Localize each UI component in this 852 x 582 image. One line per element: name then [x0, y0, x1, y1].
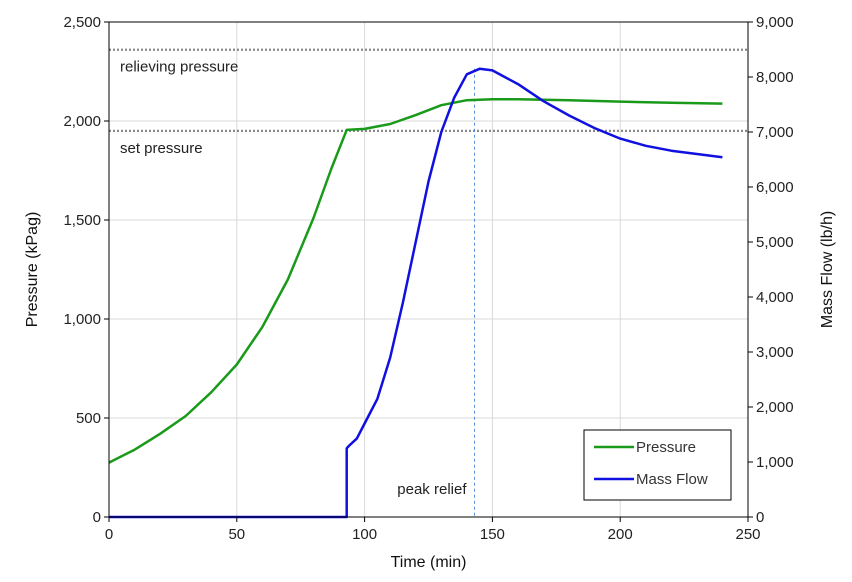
- y-tick-label: 500: [76, 410, 101, 427]
- gridlines: [109, 22, 748, 517]
- y2-tick-label: 9,000: [756, 14, 794, 31]
- y2-tick-label: 7,000: [756, 124, 794, 141]
- x-tick-label: 50: [228, 526, 245, 543]
- y2-tick-label: 6,000: [756, 179, 794, 196]
- series-line-mass-flow: [109, 67, 723, 519]
- reference-lines: [109, 48, 748, 517]
- series-lines: [108, 67, 723, 519]
- y2-tick-label: 0: [756, 509, 764, 526]
- y-tick-label: 1,000: [63, 311, 101, 328]
- x-tick-label: 0: [105, 526, 113, 543]
- peak-relief-label: peak relief: [397, 481, 467, 498]
- relieving-pressure-label: relieving pressure: [120, 59, 238, 76]
- series-line-pressure: [108, 97, 723, 464]
- x-axis-title: Time (min): [391, 554, 467, 571]
- tick-labels: 0 50 100 150 200 25005001,0001,5002,0002,5000…: [63, 14, 793, 543]
- y2-axis-title: Mass Flow (lb/h): [819, 211, 836, 328]
- axes: [104, 21, 753, 522]
- y2-tick-label: 5,000: [756, 234, 794, 251]
- y-tick-label: 1,500: [63, 212, 101, 229]
- y2-tick-label: 1,000: [756, 454, 794, 471]
- y-tick-label: 0: [93, 509, 101, 526]
- set-pressure-label: set pressure: [120, 140, 203, 157]
- y-axis-title: Pressure (kPag): [24, 212, 41, 328]
- y2-tick-label: 2,000: [756, 399, 794, 416]
- x-tick-label: 150: [480, 526, 505, 543]
- x-tick-label: 250: [735, 526, 760, 543]
- y-tick-label: 2,000: [63, 113, 101, 130]
- legend: Pressure Mass Flow: [583, 429, 732, 501]
- legend-mass-flow-label: Mass Flow: [636, 471, 708, 488]
- y2-tick-label: 4,000: [756, 289, 794, 306]
- x-tick-label: 200: [608, 526, 633, 543]
- y2-tick-label: 8,000: [756, 69, 794, 86]
- x-tick-label: 100: [352, 526, 377, 543]
- legend-pressure-label: Pressure: [636, 439, 696, 456]
- y2-tick-label: 3,000: [756, 344, 794, 361]
- y-tick-label: 2,500: [63, 14, 101, 31]
- plot-frame: [108, 21, 749, 518]
- legend-box: [583, 429, 732, 501]
